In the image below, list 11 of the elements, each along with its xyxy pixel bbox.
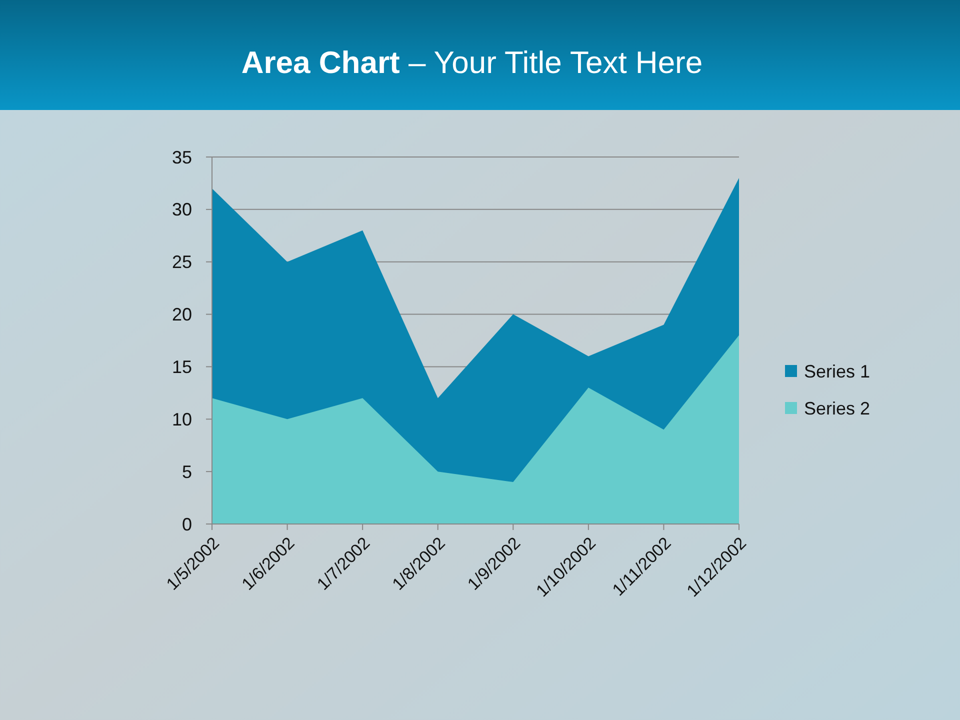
y-tick-label: 5 [182, 462, 192, 482]
chart-title: Area Chart – Your Title Text Here [241, 45, 703, 80]
y-tick-label: 35 [172, 147, 192, 168]
legend-label: Series 2 [804, 398, 870, 418]
y-tick-label: 10 [172, 409, 192, 430]
y-tick-label: 15 [172, 357, 192, 378]
y-tick-label: 25 [172, 252, 192, 272]
y-tick-label: 20 [172, 304, 192, 325]
y-tick-label: 0 [182, 514, 192, 534]
y-tick-label: 30 [172, 200, 192, 220]
legend-label: Series 1 [804, 361, 870, 382]
